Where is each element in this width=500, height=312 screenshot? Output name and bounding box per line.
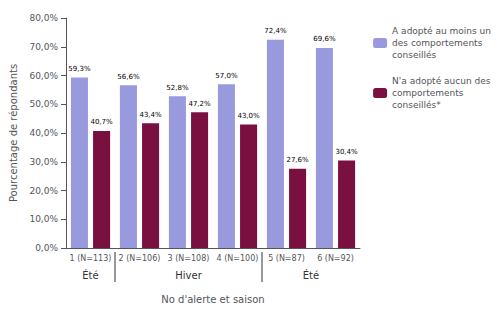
svg-text:52,8%: 52,8% xyxy=(166,84,189,92)
svg-text:30,0%: 30,0% xyxy=(29,157,58,167)
svg-text:comportements: comportements xyxy=(392,88,464,98)
svg-text:43,4%: 43,4% xyxy=(139,111,162,119)
svg-text:6 (N=92): 6 (N=92) xyxy=(317,254,354,263)
svg-text:N'a adopté aucun des: N'a adopté aucun des xyxy=(392,76,491,86)
svg-text:57,0%: 57,0% xyxy=(215,72,238,80)
svg-text:conseillés: conseillés xyxy=(392,50,436,60)
svg-text:5 (N=87): 5 (N=87) xyxy=(268,254,305,263)
svg-text:1 (N=113): 1 (N=113) xyxy=(70,254,112,263)
svg-text:47,2%: 47,2% xyxy=(188,100,211,108)
svg-text:Été: Été xyxy=(303,269,319,281)
svg-text:60,0%: 60,0% xyxy=(29,71,58,81)
svg-text:Été: Été xyxy=(82,269,98,281)
svg-text:70,0%: 70,0% xyxy=(29,42,58,52)
svg-text:0,0%: 0,0% xyxy=(35,243,58,253)
svg-text:A adopté au moins un: A adopté au moins un xyxy=(392,26,491,36)
svg-text:50,0%: 50,0% xyxy=(29,99,58,109)
svg-text:43,0%: 43,0% xyxy=(237,112,260,120)
svg-text:3 (N=108): 3 (N=108) xyxy=(168,254,210,263)
svg-text:56,6%: 56,6% xyxy=(117,73,140,81)
svg-text:4 (N=100): 4 (N=100) xyxy=(217,254,259,263)
svg-text:72,4%: 72,4% xyxy=(264,27,287,35)
svg-text:80,0%: 80,0% xyxy=(29,13,58,23)
svg-text:40,7%: 40,7% xyxy=(90,118,113,126)
svg-text:No d'alerte et saison: No d'alerte et saison xyxy=(161,294,264,305)
svg-text:des comportements: des comportements xyxy=(392,38,483,48)
svg-text:2 (N=106): 2 (N=106) xyxy=(119,254,161,263)
svg-text:conseillés*: conseillés* xyxy=(392,100,441,110)
svg-text:59,3%: 59,3% xyxy=(68,65,91,73)
svg-text:10,0%: 10,0% xyxy=(29,214,58,224)
svg-text:40,0%: 40,0% xyxy=(29,128,58,138)
svg-text:20,0%: 20,0% xyxy=(29,186,58,196)
svg-text:30,4%: 30,4% xyxy=(335,148,358,156)
svg-text:27,6%: 27,6% xyxy=(286,156,309,164)
svg-text:Pourcentage de répondants: Pourcentage de répondants xyxy=(8,64,19,202)
svg-text:69,6%: 69,6% xyxy=(313,35,336,43)
svg-text:Hiver: Hiver xyxy=(175,270,202,281)
